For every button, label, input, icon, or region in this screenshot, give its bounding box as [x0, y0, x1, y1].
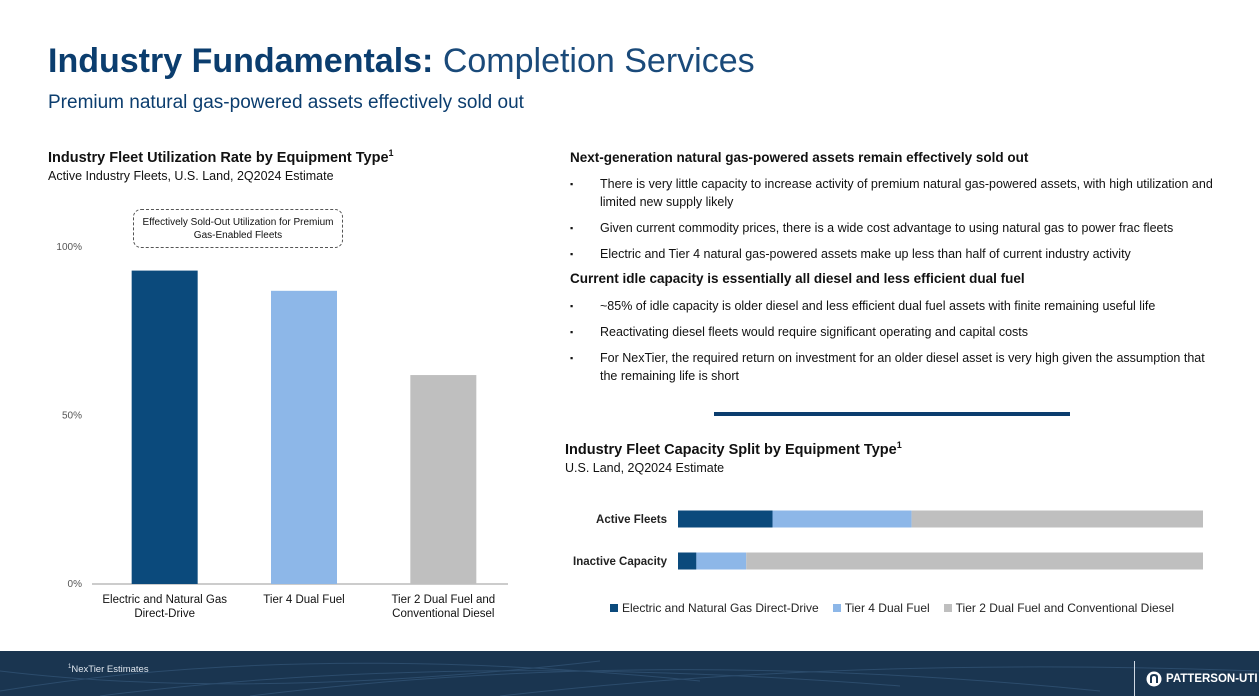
- section1-heading: Next-generation natural gas-powered asse…: [570, 150, 1029, 165]
- legend-item: Tier 2 Dual Fuel and Conventional Diesel: [943, 601, 1174, 615]
- title-light: Completion Services: [442, 42, 755, 80]
- footnote: 1NexTier Estimates: [68, 664, 149, 675]
- bullet-item: There is very little capacity to increas…: [570, 175, 1220, 211]
- utilization-chart-title: Industry Fleet Utilization Rate by Equip…: [48, 148, 394, 166]
- capacity-bar-segment: [696, 552, 747, 570]
- utilization-bar: [410, 375, 477, 584]
- footer-band: 1NexTier Estimates PATTERSON-UTI: [0, 651, 1259, 696]
- x-category-label: Direct-Drive: [134, 608, 195, 620]
- section2-heading: Current idle capacity is essentially all…: [570, 271, 1025, 286]
- bullet-item: ~85% of idle capacity is older diesel an…: [570, 297, 1220, 315]
- capacity-chart-subtitle: U.S. Land, 2Q2024 Estimate: [565, 461, 725, 475]
- legend-item: Tier 4 Dual Fuel: [832, 601, 930, 615]
- y-tick-label: 0%: [68, 579, 83, 590]
- utilization-bar: [131, 270, 198, 584]
- decorative-arcs: [0, 660, 1259, 696]
- patterson-logo-icon: [1146, 671, 1162, 687]
- page-subtitle: Premium natural gas-powered assets effec…: [48, 92, 524, 113]
- sold-out-callout: Effectively Sold-Out Utilization for Pre…: [133, 209, 343, 248]
- x-category-label: Tier 4 Dual Fuel: [263, 594, 344, 606]
- y-category-label: Active Fleets: [596, 514, 667, 526]
- bullet-item: Electric and Tier 4 natural gas-powered …: [570, 245, 1220, 263]
- utilization-bar-chart: 0% 50% 100% Electric and Natural Gas Direct-…: [56, 242, 508, 620]
- y-tick-label: 100%: [56, 242, 82, 253]
- utilization-chart-title-text: Industry Fleet Utilization Rate by Equip…: [48, 149, 389, 166]
- legend-label: Tier 4 Dual Fuel: [844, 601, 930, 615]
- capacity-bar-segment: [678, 552, 697, 570]
- x-category-label: Conventional Diesel: [392, 608, 494, 620]
- footnote-marker: 1: [388, 148, 394, 158]
- section-divider: [714, 412, 1070, 416]
- capacity-stacked-bar-chart: Active Fleets Inactive Capacity: [573, 510, 1203, 570]
- utilization-bar: [271, 290, 337, 584]
- title-bold: Industry Fundamentals:: [48, 42, 434, 80]
- footnote-text: NexTier Estimates: [71, 664, 149, 676]
- company-logo: PATTERSON-UTI: [1146, 671, 1258, 687]
- capacity-bar-segment: [911, 510, 1203, 528]
- footnote-number: 1: [68, 664, 72, 670]
- legend-swatch: [610, 604, 618, 612]
- x-category-label: Electric and Natural Gas: [102, 594, 227, 606]
- legend-label: Tier 2 Dual Fuel and Conventional Diesel: [955, 601, 1174, 615]
- capacity-chart-title-text: Industry Fleet Capacity Split by Equipme…: [565, 441, 897, 458]
- utilization-chart-subtitle: Active Industry Fleets, U.S. Land, 2Q202…: [48, 169, 334, 183]
- capacity-chart-title: Industry Fleet Capacity Split by Equipme…: [565, 440, 902, 458]
- legend-label: Electric and Natural Gas Direct-Drive: [622, 601, 819, 615]
- x-category-label: Tier 2 Dual Fuel and: [391, 594, 495, 606]
- page-title: Industry Fundamentals: Completion Servic…: [48, 42, 755, 81]
- section2-bullets: ~85% of idle capacity is older diesel an…: [570, 297, 1220, 393]
- logo-separator: [1134, 661, 1135, 696]
- y-tick-label: 50%: [62, 411, 82, 422]
- capacity-bar-segment: [772, 510, 912, 528]
- capacity-bar-segment: [746, 552, 1203, 570]
- capacity-bar-segment: [678, 510, 773, 528]
- legend-swatch: [943, 604, 952, 612]
- footnote-marker: 1: [896, 440, 902, 450]
- y-category-label: Inactive Capacity: [573, 556, 668, 568]
- bullet-item: Given current commodity prices, there is…: [570, 219, 1220, 237]
- legend-item: Electric and Natural Gas Direct-Drive: [610, 601, 819, 615]
- logo-text: PATTERSON-UTI: [1166, 673, 1258, 685]
- chart-legend: Electric and Natural Gas Direct-Drive Ti…: [610, 601, 1174, 615]
- bullet-item: Reactivating diesel fleets would require…: [570, 323, 1220, 341]
- section1-bullets: There is very little capacity to increas…: [570, 175, 1220, 271]
- bullet-item: For NexTier, the required return on inve…: [570, 349, 1220, 385]
- legend-swatch: [832, 604, 841, 612]
